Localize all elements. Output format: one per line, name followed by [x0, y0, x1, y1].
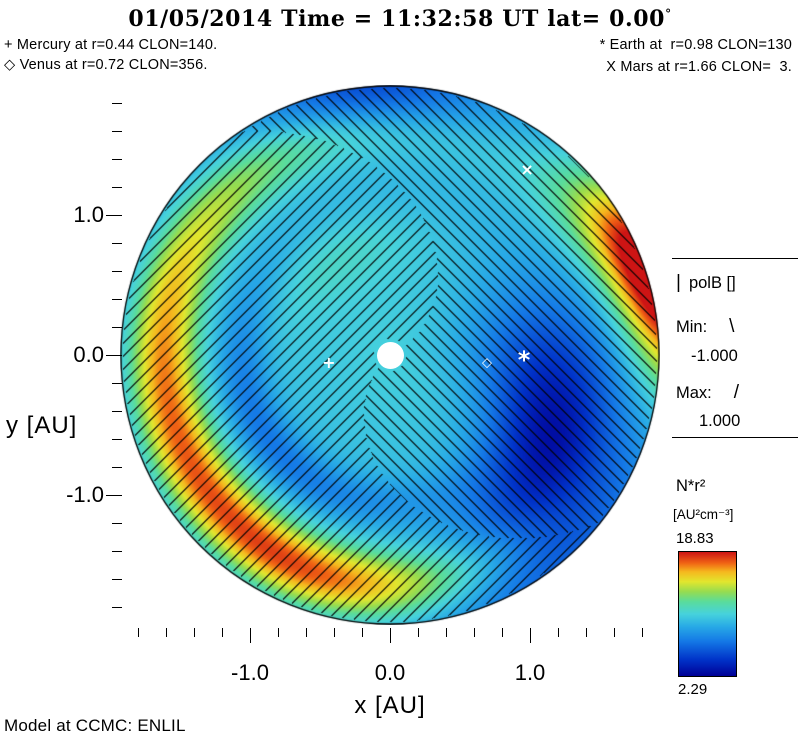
colorbar-units: [AU²cm⁻³] — [673, 507, 734, 522]
colorbar-max-value: 18.83 — [676, 530, 714, 547]
colorbar-min-value: 2.29 — [678, 681, 708, 698]
y-tick-label-neg1: -1.0 — [66, 482, 104, 507]
x-axis-tick — [445, 628, 447, 637]
positive-polarity-hatch-icon: / — [733, 382, 740, 403]
legend-divider-bottom — [672, 437, 798, 438]
x-axis-tick — [389, 628, 392, 643]
x-axis-tick — [193, 628, 195, 637]
x-axis-tick — [249, 628, 252, 643]
field-line-symbol: | — [676, 272, 681, 293]
polB-max-label: Max: — [676, 384, 712, 402]
x-axis-tick — [305, 628, 307, 637]
colorbar-gradient — [678, 551, 737, 677]
polB-legend-title: | polB [] — [676, 272, 736, 294]
polB-max-value: 1.000 — [699, 412, 741, 430]
y-axis-label: y [AU] — [6, 412, 78, 439]
x-axis-tick — [361, 628, 363, 637]
model-credit: Model at CCMC: ENLIL — [4, 716, 186, 735]
x-tick-label-neg1: -1.0 — [231, 660, 269, 685]
x-axis-tick — [529, 628, 532, 643]
polB-title-text: polB [] — [688, 274, 736, 292]
polB-min-label: Min: — [676, 318, 708, 336]
x-axis-tick — [137, 628, 139, 637]
x-axis-tick — [641, 628, 643, 637]
legend-divider-top — [672, 258, 798, 259]
x-axis-tick — [165, 628, 167, 637]
x-axis-tick — [557, 628, 559, 637]
x-axis-tick — [221, 628, 223, 637]
y-tick-label-1: 1.0 — [73, 202, 104, 227]
earth-annotation: * Earth at r=0.98 CLON=130 — [599, 37, 792, 53]
x-tick-label-0: 0.0 — [374, 660, 406, 685]
degree-symbol: ° — [665, 6, 672, 21]
venus-annotation: ◇ Venus at r=0.72 CLON=356. — [4, 57, 208, 73]
mars-annotation: X Mars at r=1.66 CLON= 3. — [606, 59, 792, 75]
x-axis-label: x [AU] — [354, 692, 426, 719]
x-axis-tick — [501, 628, 503, 637]
page-title: 01/05/2014 Time = 11:32:58 UT lat= 0.00° — [0, 6, 800, 32]
x-axis-tick — [417, 628, 419, 637]
colorbar-title: N*r² — [676, 477, 706, 495]
x-axis-tick — [333, 628, 335, 637]
mercury-annotation: + Mercury at r=0.44 CLON=140. — [4, 37, 218, 53]
polB-min-value: -1.000 — [691, 347, 738, 365]
y-tick-label-0: 0.0 — [73, 342, 104, 367]
x-tick-label-1: 1.0 — [514, 660, 546, 685]
negative-polarity-hatch-icon: \ — [729, 316, 735, 337]
x-axis-tick — [585, 628, 587, 637]
x-axis-tick — [277, 628, 279, 637]
title-text: 01/05/2014 Time = 11:32:58 UT lat= 0.00 — [128, 6, 666, 32]
x-axis-tick — [613, 628, 615, 637]
sun-marker — [377, 342, 404, 369]
x-axis-tick — [473, 628, 475, 637]
polB-min-row: Min: \ — [676, 316, 734, 338]
polB-max-row: Max: / — [676, 382, 739, 404]
